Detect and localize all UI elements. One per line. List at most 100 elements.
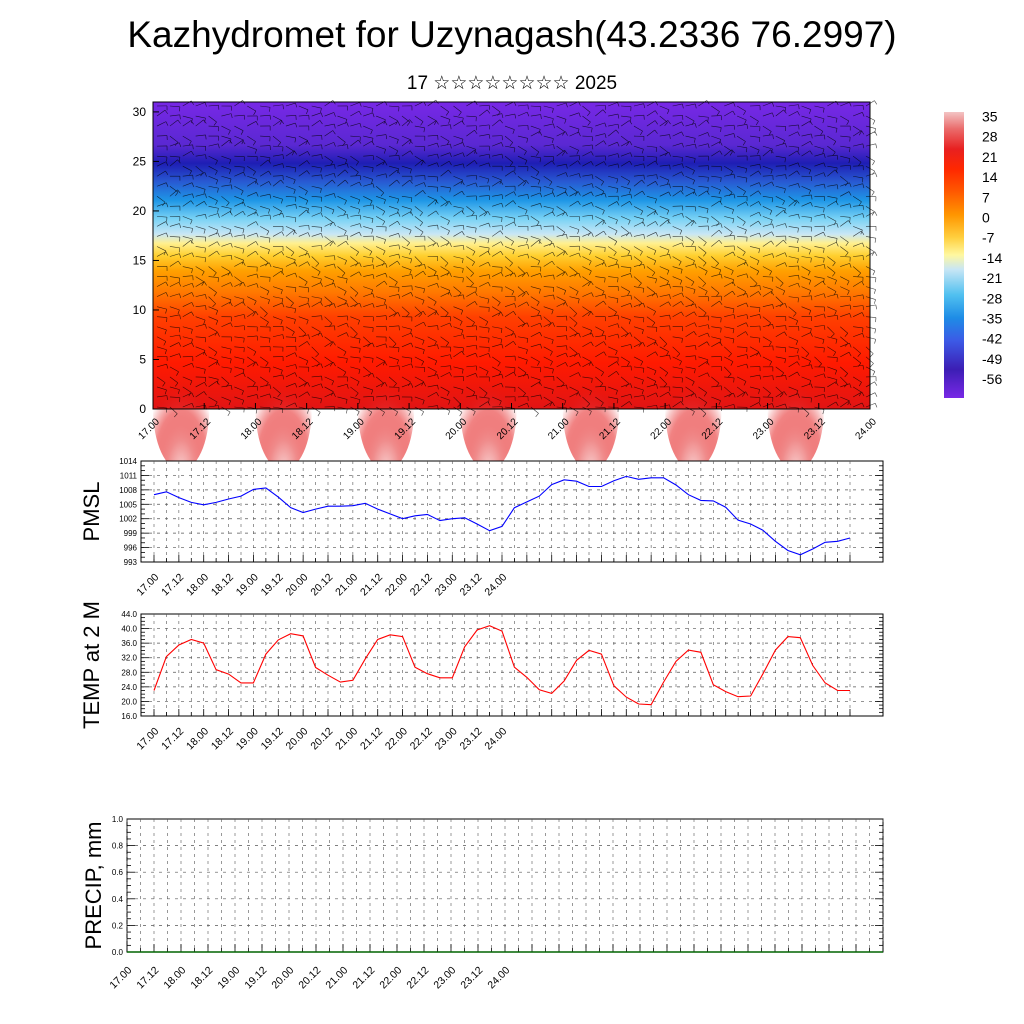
wind-barb bbox=[711, 336, 722, 340]
wind-barb-flag bbox=[552, 243, 555, 248]
wind-barb bbox=[595, 300, 604, 307]
wind-barb bbox=[492, 202, 502, 207]
wind-barb-flag bbox=[707, 324, 710, 330]
wind-barb bbox=[285, 230, 294, 237]
wind-barb-flag bbox=[603, 300, 607, 305]
wind-barb bbox=[363, 216, 374, 219]
wind-barb-flag bbox=[759, 164, 761, 169]
wind-barb bbox=[479, 206, 488, 213]
wind-barb-flag bbox=[616, 398, 619, 404]
wind-barb-flag bbox=[703, 312, 707, 317]
wind-barb-flag bbox=[578, 273, 581, 278]
wind-barb bbox=[801, 120, 811, 127]
wind-barb-flag bbox=[358, 271, 362, 276]
wind-barb-flag bbox=[822, 409, 825, 415]
x-tick-label: 20.00 bbox=[283, 725, 310, 752]
wind-barb-flag bbox=[527, 104, 529, 110]
wind-barb-flag bbox=[715, 292, 720, 297]
wind-barb-flag bbox=[450, 124, 452, 130]
wind-barb bbox=[775, 366, 784, 374]
wind-barb bbox=[388, 376, 397, 384]
wind-barb bbox=[852, 155, 862, 163]
wind-barb-flag bbox=[720, 177, 722, 182]
wind-barb bbox=[363, 204, 374, 207]
wind-barb-flag bbox=[308, 253, 310, 258]
wind-barb bbox=[530, 203, 541, 207]
y-tick-label: 16.0 bbox=[121, 712, 137, 721]
wind-barb bbox=[182, 326, 193, 330]
wind-barb-flag bbox=[383, 199, 386, 205]
wind-barb-flag bbox=[693, 220, 697, 224]
y-tick-label: 0.0 bbox=[112, 948, 124, 957]
wind-barb bbox=[724, 392, 734, 398]
wind-barb-flag bbox=[346, 358, 348, 363]
wind-barb-flag bbox=[640, 210, 644, 216]
wind-barb bbox=[272, 145, 284, 148]
wind-barb bbox=[182, 292, 192, 297]
wind-barb bbox=[363, 112, 373, 117]
wind-barb-flag bbox=[346, 122, 349, 127]
wind-barb-flag bbox=[488, 338, 490, 343]
x-tick-label: 21.12 bbox=[350, 964, 377, 991]
wind-barb-flag bbox=[732, 281, 736, 287]
wind-barb bbox=[633, 114, 644, 117]
wind-barb bbox=[337, 383, 348, 388]
wind-barb-flag bbox=[422, 159, 426, 164]
colorbar-label: -56 bbox=[982, 371, 1002, 387]
wind-barb bbox=[775, 105, 786, 108]
colorbar-scale bbox=[944, 112, 964, 398]
wind-barb-flag bbox=[809, 141, 813, 146]
wind-barb bbox=[517, 322, 528, 328]
wind-barb-flag bbox=[345, 399, 348, 404]
wind-barb bbox=[736, 376, 747, 382]
wind-barb-flag bbox=[578, 372, 581, 377]
wind-barb-flag bbox=[410, 211, 414, 216]
wind-barb-flag bbox=[346, 384, 349, 389]
wind-barb bbox=[208, 296, 216, 304]
wind-barb-flag bbox=[294, 308, 297, 314]
x-tick-label: 20.00 bbox=[283, 571, 310, 598]
wind-barb-flag bbox=[445, 312, 449, 317]
wind-barb bbox=[401, 211, 411, 217]
wind-barb bbox=[762, 223, 773, 227]
wind-barb-flag bbox=[681, 368, 683, 374]
wind-barb-flag bbox=[215, 160, 218, 165]
wind-barb bbox=[736, 322, 747, 328]
wind-barb-flag bbox=[514, 113, 517, 119]
wind-barb bbox=[646, 293, 657, 297]
wind-barb bbox=[659, 376, 668, 385]
x-tick-label: 20.12 bbox=[308, 571, 335, 598]
wind-barb bbox=[556, 384, 567, 388]
wind-barb-flag bbox=[668, 391, 671, 397]
wind-barb bbox=[711, 150, 720, 157]
wind-barb bbox=[401, 119, 410, 127]
wind-barb bbox=[814, 386, 825, 388]
wind-barb bbox=[234, 196, 244, 201]
wind-barb-flag bbox=[681, 157, 683, 162]
wind-barb bbox=[530, 343, 541, 348]
wind-barb bbox=[582, 115, 591, 123]
wind-barb bbox=[685, 286, 696, 290]
wind-barb bbox=[311, 315, 322, 317]
wind-barb bbox=[363, 196, 373, 202]
wind-barb-flag bbox=[359, 223, 362, 228]
wind-barb bbox=[156, 135, 168, 137]
wind-barb-flag bbox=[384, 299, 386, 305]
wind-barb-flag bbox=[566, 164, 568, 169]
wind-barb bbox=[388, 179, 397, 187]
wind-barb-flag bbox=[306, 209, 310, 214]
wind-barb bbox=[659, 152, 670, 157]
wind-barb bbox=[633, 302, 644, 307]
wind-barb bbox=[775, 286, 785, 292]
wind-barb bbox=[311, 375, 322, 378]
wind-barb bbox=[492, 306, 501, 313]
wind-barb-flag bbox=[573, 313, 577, 318]
wind-barb bbox=[517, 145, 527, 152]
wind-barb bbox=[736, 201, 747, 207]
wind-barb bbox=[853, 326, 864, 329]
wind-barb-flag bbox=[719, 300, 723, 305]
wind-barb-flag bbox=[333, 283, 336, 288]
wind-barb-flag bbox=[823, 153, 826, 158]
wind-barb-flag bbox=[253, 351, 257, 356]
wind-barb bbox=[182, 342, 193, 348]
